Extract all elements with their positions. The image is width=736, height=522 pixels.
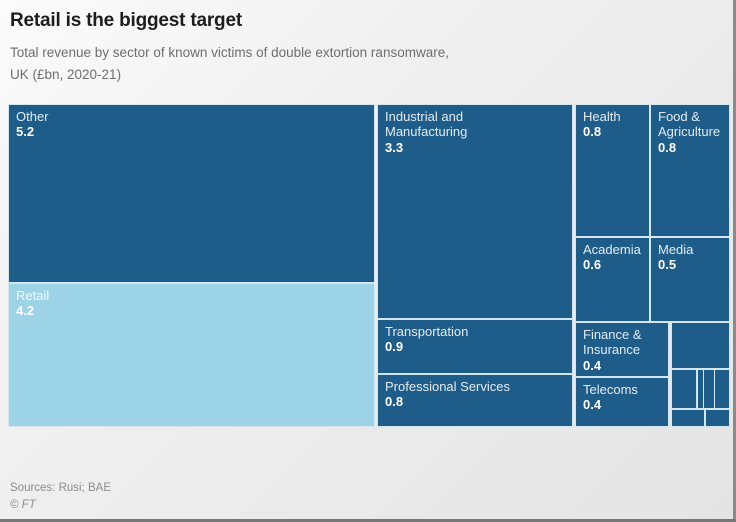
treemap-cell-academia: Academia 0.6 xyxy=(575,237,650,322)
window-border-right xyxy=(733,0,736,522)
cell-value: 0.6 xyxy=(583,257,602,273)
treemap-cell-industrial-and-manufacturing: Industrial and Manufacturing 3.3 xyxy=(377,104,573,319)
treemap-cell-unlabeled xyxy=(671,369,697,409)
treemap-cell-finance-insurance: Finance & Insurance 0.4 xyxy=(575,322,669,377)
treemap-cell-retail: Retail 4.2 xyxy=(8,283,375,427)
treemap-cell-unlabeled xyxy=(705,409,730,427)
cell-label: Transportation xyxy=(385,324,469,339)
treemap-cell-media: Media 0.5 xyxy=(650,237,730,322)
cell-label: Food & Agriculture xyxy=(658,109,721,140)
chart-credit-ft: © FT xyxy=(10,499,36,511)
treemap-cell-health: Health 0.8 xyxy=(575,104,650,237)
cell-label: Professional Services xyxy=(385,379,510,394)
cell-value: 0.9 xyxy=(385,339,404,355)
cell-value: 0.4 xyxy=(583,357,602,373)
cell-label: Telecoms xyxy=(583,382,638,397)
cell-label: Industrial and Manufacturing xyxy=(385,109,468,140)
cell-label: Media xyxy=(658,242,694,257)
cell-label: Retail xyxy=(16,288,50,303)
cell-value: 3.3 xyxy=(385,139,404,155)
treemap-cell-unlabeled xyxy=(671,409,705,427)
cell-label: Academia xyxy=(583,242,641,257)
treemap-cell-professional-services: Professional Services 0.8 xyxy=(377,374,573,427)
treemap-cell-unlabeled xyxy=(671,322,730,369)
treemap-cell-telecoms: Telecoms 0.4 xyxy=(575,377,669,427)
cell-value: 5.2 xyxy=(16,124,35,140)
cell-value: 0.8 xyxy=(583,124,602,140)
treemap: Other 5.2 Retail 4.2 Industrial and Manufact… xyxy=(8,104,730,427)
cell-value: 4.2 xyxy=(16,303,35,319)
cell-label: Health xyxy=(583,109,621,124)
cell-value: 0.5 xyxy=(658,257,677,273)
cell-value: 0.8 xyxy=(385,394,404,410)
chart-subtitle-line1: Total revenue by sector of known victims… xyxy=(10,45,449,60)
treemap-cell-unlabeled xyxy=(714,369,730,409)
cell-label: Other xyxy=(16,109,49,124)
treemap-cell-other: Other 5.2 xyxy=(8,104,375,283)
cell-label: Finance & Insurance xyxy=(583,327,642,358)
cell-value: 0.4 xyxy=(583,397,602,413)
treemap-cell-transportation: Transportation 0.9 xyxy=(377,319,573,374)
treemap-cell-food-agriculture: Food & Agriculture 0.8 xyxy=(650,104,730,237)
window-border-bottom xyxy=(0,519,736,522)
chart-subtitle-line2: UK (£bn, 2020-21) xyxy=(10,67,122,82)
chart-title: Retail is the biggest target xyxy=(10,10,242,31)
cell-value: 0.8 xyxy=(658,139,677,155)
chart-sources: Sources: Rusi; BAE xyxy=(10,482,111,494)
